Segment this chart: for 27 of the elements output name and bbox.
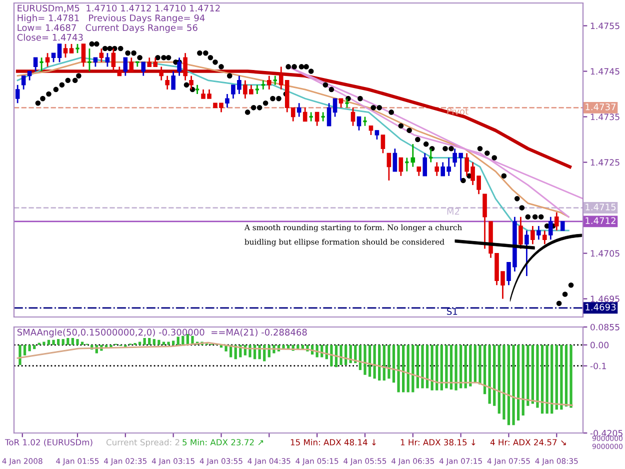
text: 4 Hr: ADX 24.57 ↘ [490,439,566,446]
y-tick-label: 1.4735 [590,114,620,120]
annotation: 1.4715 [586,204,616,210]
annotation: 1.4693 [586,304,616,311]
y-tick-label: -0.4205 [590,430,622,436]
y-tick-label: 1.4705 [590,250,620,257]
text: ToR 1.02 (EURUSDm) [4,438,92,446]
ref-line-label: Pivot [447,108,468,115]
y-tick-label: 1.4745 [590,68,620,75]
y-tick-label: 1.4725 [590,159,620,166]
annotation: Close= 1.4743 [17,34,83,41]
y-tick-label: 0.00 [590,342,609,348]
text: 15 Min: ADX 48.14 ↓ [290,438,376,446]
annotation: 1.4737 [586,103,616,110]
chart-title: SMAAngle(50,0.15000000,2,0) -0.300000 ==MA(21) -0.288468 [17,328,307,338]
text: Current Spread: 2 [106,438,180,448]
text: 1 Hr: ADX 38.15 ↓ [400,439,476,446]
chart-title: EURUSDm,M5 1.4710 1.4712 1.4710 1.4712 [18,4,220,12]
y-tick-label: 1.4755 [590,22,620,30]
y-tick-label: 1.4695 [590,296,620,302]
annotation: Low= 1.4687 Current Days Range= 56 [18,24,198,33]
text: 5 Min: ADX 23.72 ↗ [182,438,264,446]
ref-line-label: S1 [447,308,458,315]
y-tick-label: 0.0855 [590,324,620,330]
annotation: 1.4712 [586,217,616,224]
annotation: High= 1.4781 Previous Days Range= 94 [18,14,205,24]
y-tick-label: -0.1 [590,362,606,370]
